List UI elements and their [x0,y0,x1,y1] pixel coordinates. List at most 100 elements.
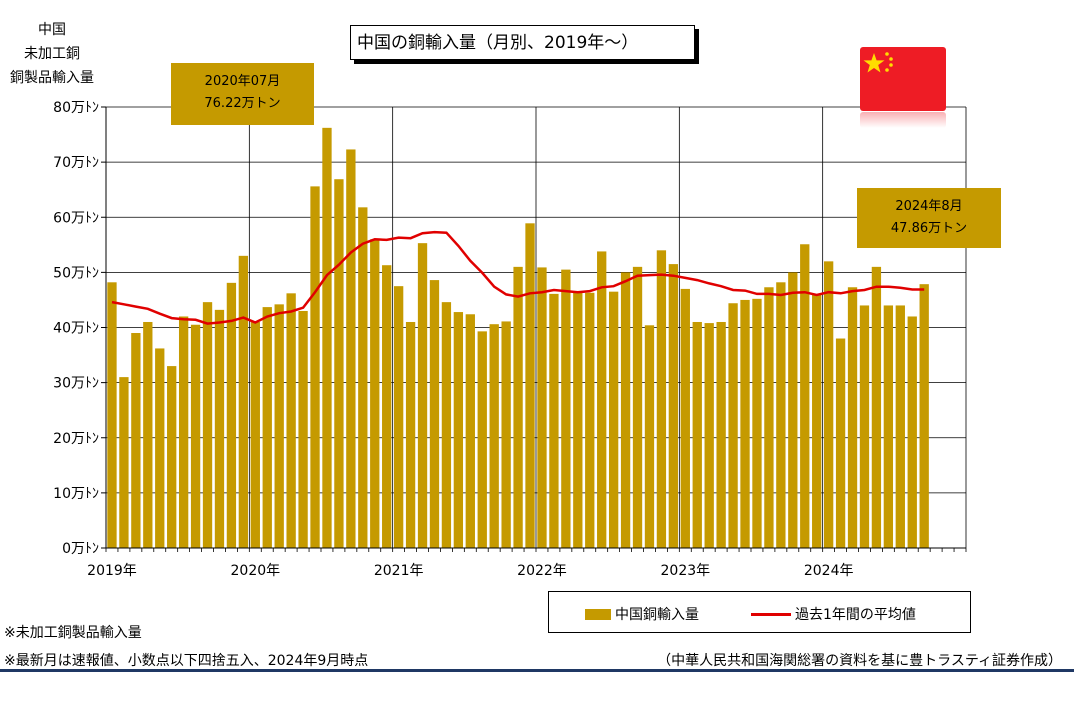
legend-bar-swatch [585,608,611,620]
y-tick-label: 70万ﾄﾝ [53,155,99,171]
bar [608,291,619,548]
bar [393,286,404,548]
axes [101,106,967,552]
bar [143,321,153,548]
y-tick-label: 40万ﾄﾝ [53,321,99,337]
source-note: （中華人民共和国海関総署の資料を基に豊トラスティ証券作成） [657,653,1062,669]
bar [167,366,177,548]
bar [883,305,894,548]
bar [178,316,189,548]
bar [919,284,929,548]
bar [907,316,917,548]
flag-small-star [885,68,889,72]
bar [620,272,631,548]
legend-line-label: 過去1年間の平均値 [795,607,916,623]
bar [489,324,499,548]
bar [214,309,225,548]
bar [537,267,547,548]
bar [597,251,607,549]
y-tick-label: 0万ﾄﾝ [62,541,99,557]
bar [847,287,858,548]
bar [477,331,487,548]
bar [190,324,201,548]
bar [286,293,296,548]
bar [525,223,535,548]
x-tick-label: 2019年 [87,563,137,579]
bar [740,299,750,548]
bar [346,149,356,549]
note-2: ※最新月は速報値、小数点以下四捨五入、2024年9月時点 [4,653,369,669]
x-tick-label: 2021年 [374,563,424,579]
legend-line-swatch [751,612,791,616]
bar [573,291,583,548]
bar [358,207,368,548]
bar [310,186,320,548]
bar [453,312,464,548]
bar [644,325,655,548]
peak-callout: 2020年07月 76.22万トン [171,63,314,125]
bar [226,282,237,548]
y-tick-label: 30万ﾄﾝ [53,376,99,392]
y-tick-label: 10万ﾄﾝ [53,486,99,502]
bar [155,348,165,548]
y-tick-label: 50万ﾄﾝ [53,265,99,281]
y-tick-label: 80万ﾄﾝ [53,100,99,116]
bar [513,266,523,548]
bar [812,294,822,548]
latest-callout-value: 47.86万トン [890,221,968,236]
bar [417,243,428,548]
bar [764,287,774,548]
y-axis-title-line: 銅製品輸入量 [10,70,94,86]
china-flag-icon [860,47,946,111]
bar [728,303,738,548]
bar [370,239,380,549]
chart-title: 中国の銅輸入量（月別、2019年～） [350,25,695,60]
bar [202,302,213,548]
bar [382,265,392,548]
flag-small-star [889,57,893,61]
y-axis-title-line: 中国 [38,22,66,38]
legend-item-line: 過去1年間の平均値 [751,604,916,624]
note-1: ※未加工銅製品輸入量 [4,625,142,641]
bar [668,264,679,548]
legend-item-bar: 中国銅輸入量 [585,604,699,624]
peak-callout-date: 2020年07月 [204,74,281,89]
bottom-rule [0,669,1074,672]
flag-small-star [885,52,889,56]
bar [549,293,559,548]
y-axis-title-line: 未加工銅 [24,46,80,62]
bar [776,282,786,548]
peak-callout-value: 76.22万トン [204,96,281,111]
y-tick-label: 60万ﾄﾝ [53,210,99,226]
y-tick-labels: 0万ﾄﾝ 10万ﾄﾝ 20万ﾄﾝ 30万ﾄﾝ 40万ﾄﾝ 50万ﾄﾝ 60万ﾄﾝ 70万ﾄﾝ 8… [53,100,99,557]
flag-big-star [863,53,885,73]
bar [119,377,129,548]
bar [441,302,452,548]
bar [680,288,690,548]
bar [752,298,762,548]
bar [656,250,667,548]
bar [238,255,249,548]
x-tick-label: 2023年 [661,563,711,579]
x-tick-label: 2020年 [231,563,281,579]
bar [585,292,595,548]
bar [632,266,643,548]
flag-reflection [860,112,946,128]
average-line [111,230,925,325]
bar [274,304,284,548]
bar [788,272,798,548]
bar [895,305,905,548]
latest-callout: 2024年8月 47.86万トン [857,188,1001,248]
bar [465,314,475,548]
bar [405,321,416,548]
x-tick-labels: 2019年 2020年 2021年 2022年 2023年 2024年 [87,563,853,579]
y-tick-label: 20万ﾄﾝ [53,431,99,447]
bar [262,307,272,548]
bar [250,321,260,548]
bar [322,127,332,548]
bar-series [107,127,929,549]
bar [800,244,810,549]
bar [429,280,440,548]
flag-small-star [889,63,893,67]
